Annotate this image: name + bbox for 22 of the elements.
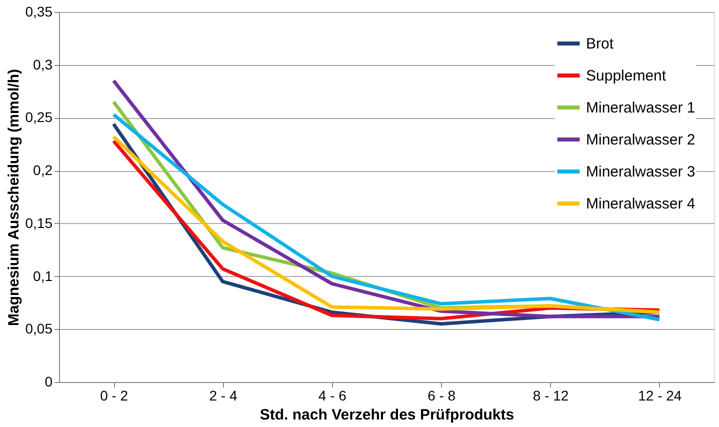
x-tick-label: 2 - 4 [209,388,238,404]
legend-label: Supplement [586,68,667,84]
y-tick-label: 0 [44,374,53,390]
y-axis-title: Magnesium Ausscheidung (mmol/h) [5,69,22,326]
x-tick-label: 12 - 24 [638,388,682,404]
legend-label: Brot [586,36,614,52]
legend-label: Mineralwasser 3 [586,164,696,180]
x-tick-label: 0 - 2 [100,388,128,404]
y-tick-label: 0,3 [33,56,53,72]
y-tick-label: 0,25 [25,109,53,126]
x-tick-label: 4 - 6 [318,388,347,404]
legend-label: Mineralwasser 2 [586,132,696,148]
x-tick-label: 6 - 8 [428,388,456,404]
x-tick-label: 8 - 12 [532,388,569,404]
x-axis-title: Std. nach Verzehr des Prüfprodukts [260,406,514,424]
legend-label: Mineralwasser 1 [586,100,696,116]
y-tick-label: 0,35 [25,4,53,20]
legend-label: Mineralwasser 4 [586,196,696,212]
y-tick-label: 0,05 [25,320,53,337]
y-tick-label: 0,1 [33,268,53,284]
y-tick-label: 0,2 [33,162,53,178]
y-tick-label: 0,15 [25,214,53,231]
